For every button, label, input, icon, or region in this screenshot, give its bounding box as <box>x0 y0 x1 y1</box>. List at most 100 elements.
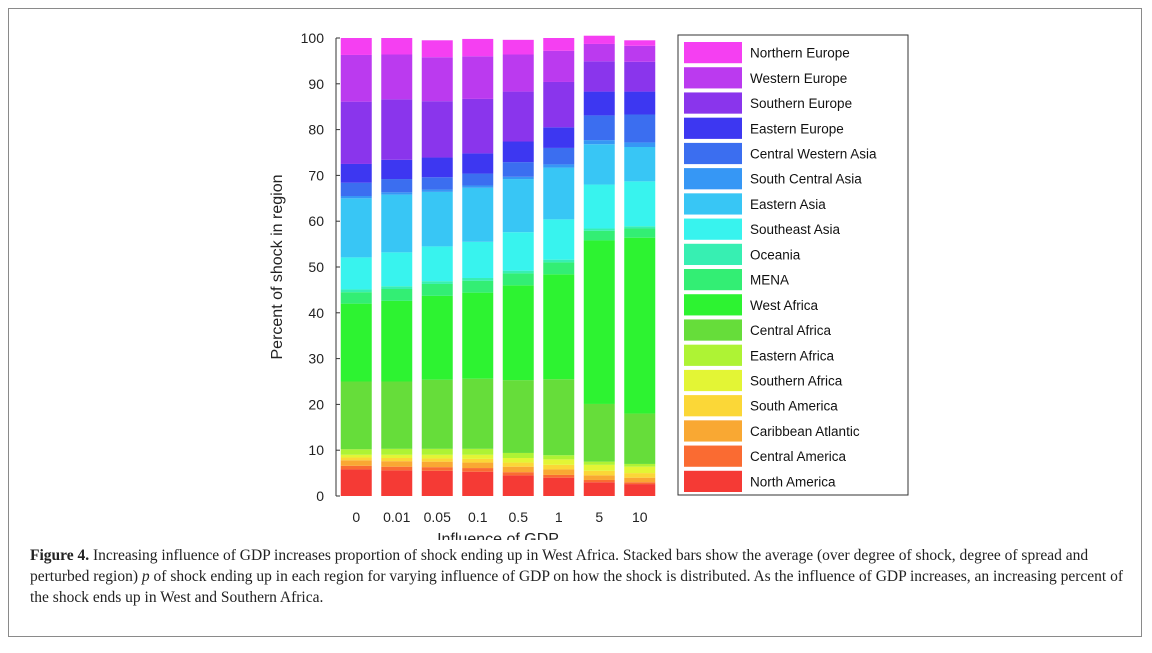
bar-segment-central-america-7 <box>624 482 656 485</box>
legend-swatch <box>684 218 742 240</box>
bar-segment-southern-africa-3 <box>462 454 494 459</box>
bar-segment-eastern-asia-1 <box>381 194 413 253</box>
y-tick-label: 90 <box>308 76 324 92</box>
bar-segment-southern-europe-7 <box>624 61 656 92</box>
bar-segment-central-africa-5 <box>543 379 575 456</box>
bar-segment-eastern-africa-3 <box>462 448 494 455</box>
figure-caption: Figure 4. Increasing influence of GDP in… <box>30 545 1130 608</box>
bar-segment-mena-3 <box>462 280 494 293</box>
bar-segment-central-america-6 <box>583 479 615 483</box>
bars-group <box>340 35 656 496</box>
bar-segment-caribbean-atlantic-5 <box>543 469 575 475</box>
bar-segment-southern-africa-1 <box>381 454 413 458</box>
bar-segment-central-america-4 <box>502 472 534 476</box>
bar-segment-central-africa-4 <box>502 380 534 453</box>
bar-segment-oceania-3 <box>462 277 494 281</box>
bar-segment-central-africa-2 <box>421 379 453 449</box>
x-tick-label: 10 <box>632 509 648 525</box>
bar-segment-southern-africa-7 <box>624 466 656 474</box>
bar-segment-western-europe-6 <box>583 43 615 62</box>
bar-segment-western-europe-5 <box>543 50 575 82</box>
bar-segment-southern-europe-3 <box>462 98 494 154</box>
bar-segment-south-america-2 <box>421 458 453 462</box>
bar-segment-southeast-asia-7 <box>624 181 656 227</box>
bar-segment-central-western-asia-7 <box>624 114 656 143</box>
bar-segment-mena-5 <box>543 262 575 275</box>
bar-segment-north-america-7 <box>624 484 656 496</box>
legend-swatch <box>684 168 742 190</box>
bar-segment-eastern-europe-2 <box>421 157 453 178</box>
y-axis-label: Percent of shock in region <box>269 175 286 360</box>
bar-segment-north-america-5 <box>543 477 575 496</box>
bar-segment-south-central-asia-1 <box>381 192 413 195</box>
axes-group: 0 10 20 30 40 50 60 70 80 90 100 0 0.01 0.05 0.1 0.5 1 5 1… <box>301 30 648 525</box>
legend-label: Eastern Asia <box>750 197 826 212</box>
legend-swatch <box>684 344 742 366</box>
bar-segment-western-europe-3 <box>462 56 494 99</box>
bar-segment-south-central-asia-3 <box>462 185 494 188</box>
bar-segment-eastern-asia-4 <box>502 179 534 233</box>
legend-swatch <box>684 269 742 291</box>
bar-segment-south-america-3 <box>462 458 494 463</box>
bar-segment-central-america-3 <box>462 468 494 472</box>
bar-segment-eastern-europe-0 <box>340 163 372 183</box>
bar-segment-eastern-europe-6 <box>583 91 615 116</box>
bar-segment-south-america-0 <box>340 457 372 461</box>
bar-segment-west-africa-2 <box>421 295 453 380</box>
x-tick-label: 0.5 <box>509 509 529 525</box>
bar-segment-central-western-asia-2 <box>421 177 453 190</box>
legend-label: Central Western Asia <box>750 147 877 162</box>
bar-segment-southern-europe-4 <box>502 91 534 142</box>
legend-label: South Central Asia <box>750 172 862 187</box>
y-tick-label: 100 <box>301 30 325 46</box>
bar-segment-caribbean-atlantic-4 <box>502 466 534 473</box>
bar-segment-south-america-7 <box>624 473 656 478</box>
bar-segment-northern-europe-5 <box>543 38 575 51</box>
y-tick-label: 20 <box>308 396 324 412</box>
bar-segment-northern-europe-3 <box>462 38 494 57</box>
y-tick-label: 30 <box>308 351 324 367</box>
legend-swatch <box>684 67 742 89</box>
bar-segment-caribbean-atlantic-1 <box>381 461 413 467</box>
bar-segment-eastern-africa-2 <box>421 448 453 455</box>
bar-segment-caribbean-atlantic-3 <box>462 462 494 469</box>
bar-segment-south-central-asia-2 <box>421 189 453 192</box>
bar-segment-northern-europe-6 <box>583 35 615 44</box>
bar-segment-south-central-asia-0 <box>340 196 372 199</box>
bar-segment-central-america-1 <box>381 466 413 471</box>
figure-frame <box>8 8 1142 637</box>
bar-segment-southern-africa-2 <box>421 454 453 459</box>
bar-segment-southern-europe-2 <box>421 101 453 158</box>
caption-text-1: Increasing influence of GDP increases pr… <box>30 547 1089 585</box>
bar-segment-mena-4 <box>502 273 534 286</box>
bar-segment-west-africa-3 <box>462 292 494 379</box>
legend-label: South America <box>750 399 838 414</box>
bar-segment-southern-africa-0 <box>340 454 372 458</box>
bar-segment-central-western-asia-1 <box>381 179 413 193</box>
bar-segment-northern-europe-4 <box>502 39 534 55</box>
bar-segment-oceania-5 <box>543 259 575 263</box>
caption-p-symbol: p <box>141 568 150 585</box>
bar-segment-southeast-asia-0 <box>340 257 372 290</box>
legend-swatch <box>684 445 742 467</box>
bar-segment-north-america-2 <box>421 470 453 496</box>
bar-segment-mena-1 <box>381 288 413 301</box>
bar-segment-eastern-africa-0 <box>340 449 372 455</box>
bar-segment-south-america-6 <box>583 470 615 476</box>
bar-segment-eastern-europe-5 <box>543 127 575 148</box>
bar-segment-south-central-asia-4 <box>502 176 534 180</box>
bar-segment-oceania-4 <box>502 270 534 274</box>
bar-segment-north-america-6 <box>583 482 615 496</box>
bar-segment-west-africa-6 <box>583 240 615 404</box>
caption-text-2: of shock ending up in each region for va… <box>30 568 1124 606</box>
bar-segment-south-america-4 <box>502 462 534 467</box>
bar-segment-eastern-europe-1 <box>381 159 413 180</box>
bar-segment-central-africa-7 <box>624 413 656 464</box>
bar-segment-central-western-asia-0 <box>340 182 372 197</box>
y-tick-label: 70 <box>308 167 324 183</box>
bar-segment-northern-europe-7 <box>624 40 656 46</box>
legend-swatch <box>684 42 742 64</box>
bar-segment-west-africa-0 <box>340 303 372 382</box>
bar-segment-oceania-2 <box>421 281 453 284</box>
caption-label: Figure 4. <box>30 547 90 564</box>
